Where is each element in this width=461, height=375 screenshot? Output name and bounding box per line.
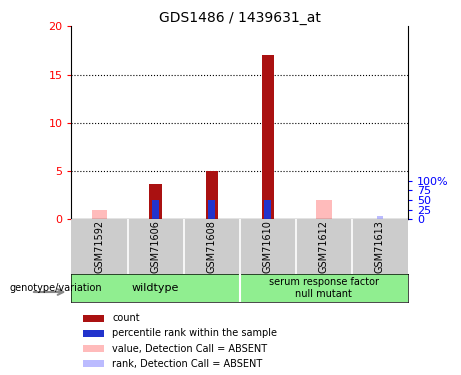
Bar [316,200,332,219]
FancyBboxPatch shape [83,345,104,352]
Text: count: count [112,313,140,323]
Bar [208,200,215,219]
Text: serum response factor
null mutant: serum response factor null mutant [269,277,379,299]
Text: value, Detection Call = ABSENT: value, Detection Call = ABSENT [112,344,267,354]
Title: GDS1486 / 1439631_at: GDS1486 / 1439631_at [159,11,321,25]
Text: rank, Detection Call = ABSENT: rank, Detection Call = ABSENT [112,359,262,369]
Bar [261,55,274,219]
Text: genotype/variation: genotype/variation [9,283,102,293]
Bar [92,210,107,219]
FancyBboxPatch shape [83,330,104,337]
Text: wildtype: wildtype [132,283,179,293]
Bar [149,184,162,219]
Bar [265,200,271,219]
Text: GSM71610: GSM71610 [263,220,273,273]
Text: GSM71592: GSM71592 [95,220,105,273]
Text: percentile rank within the sample: percentile rank within the sample [112,328,277,338]
FancyBboxPatch shape [83,360,104,368]
Bar [152,200,159,219]
Bar [206,171,218,219]
Text: GSM71608: GSM71608 [207,220,217,273]
Text: GSM71613: GSM71613 [375,220,385,273]
Text: GSM71606: GSM71606 [151,220,160,273]
Bar [265,210,271,219]
Bar [377,216,383,219]
Text: GSM71612: GSM71612 [319,220,329,273]
FancyBboxPatch shape [83,315,104,322]
